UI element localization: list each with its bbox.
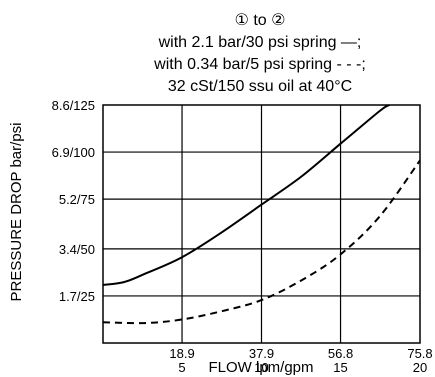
curve-0.34bar-spring [102,159,421,325]
x-axis-label: FLOW lpm/gpm [208,359,313,376]
x-tick-label-gpm: 20 [413,360,427,375]
plot-frame [102,104,421,344]
title-line-3: with 0.34 bar/5 psi spring - - -; [153,56,366,73]
title-line-2: with 2.1 bar/30 psi spring —; [158,34,362,51]
chart-title: ① to ② with 2.1 bar/30 psi spring —; wit… [153,12,366,95]
x-tick-label-lpm: 18.9 [169,346,194,361]
y-axis-label: PRESSURE DROP bar/psi [8,123,25,302]
curve-2.1bar-spring [102,104,390,286]
title-line-4: 32 cSt/150 ssu oil at 40°C [168,78,352,95]
y-tick-label: 8.6/125 [52,98,95,113]
x-tick-label-lpm: 75.8 [407,346,432,361]
x-axis-ticks: 18.95 37.910 56.815 75.820 [169,346,432,375]
y-tick-label: 5.2/75 [59,192,95,207]
grid [103,105,420,343]
x-tick-label-lpm: 37.9 [249,346,274,361]
y-axis-ticks: 1.7/25 3.4/50 5.2/75 6.9/100 8.6/125 [52,98,95,304]
x-tick-label-gpm: 15 [333,360,347,375]
x-tick-label-lpm: 56.8 [328,346,353,361]
curves [102,104,421,325]
y-tick-label: 1.7/25 [59,289,95,304]
title-line-1: ① to ② [235,12,286,29]
x-tick-label-gpm: 5 [178,360,185,375]
y-tick-label: 6.9/100 [52,145,95,160]
y-tick-label: 3.4/50 [59,242,95,257]
x-tick-label-gpm: 10 [254,360,268,375]
